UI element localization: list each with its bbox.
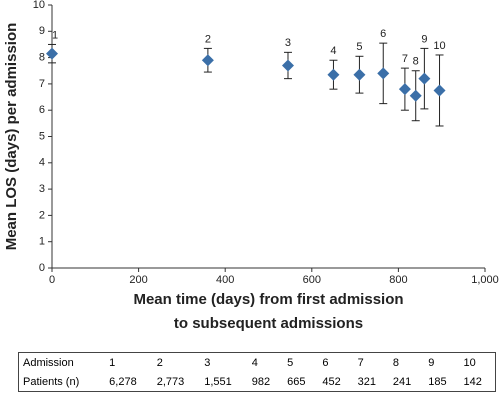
point (377, 67, 390, 80)
y-tick-label: 9 (39, 25, 45, 37)
table-cell: 142 (463, 375, 482, 388)
point (433, 84, 446, 97)
point-label: 9 (421, 33, 427, 45)
point-label: 10 (433, 40, 445, 52)
point (327, 68, 340, 81)
point-label: 5 (356, 41, 362, 53)
x-tick-label: 200 (129, 274, 147, 286)
table-cell: 241 (392, 375, 412, 388)
table-cell: 452 (322, 375, 341, 388)
table-row: Admission 1 2 3 4 5 6 7 8 9 10 (19, 353, 496, 373)
table-cell: 2 (156, 356, 163, 369)
y-tick-label: 5 (39, 130, 45, 142)
table-cell: Patients (n) (23, 375, 80, 388)
point (46, 47, 58, 60)
point (398, 83, 411, 96)
table-cell: 321 (357, 375, 376, 388)
table-row: Patients (n) 6,278 2,773 1,551 982 665 452 321 2… (19, 372, 496, 392)
point (418, 72, 431, 85)
table-cell: 982 (251, 375, 271, 388)
y-tick-label: 6 (39, 104, 45, 116)
x-tick-label: 0 (49, 274, 55, 286)
x-tick-label: 800 (389, 274, 407, 286)
point-label: 3 (285, 37, 291, 49)
y-tick-label: 0 (39, 262, 45, 274)
point (201, 54, 214, 67)
x-tick-label: 600 (303, 274, 321, 286)
table-cell: 665 (287, 375, 306, 388)
table-cell: 1 (109, 356, 116, 369)
y-tick-label: 10 (33, 0, 45, 11)
table-cell: 185 (428, 375, 447, 388)
y-tick-label: 2 (39, 209, 45, 221)
table-cell: 4 (251, 356, 258, 369)
point-label: 7 (402, 53, 408, 65)
table-cell: 10 (463, 356, 476, 369)
table-cell: 2,773 (156, 375, 185, 388)
x-tick-label: 1,000 (471, 274, 499, 286)
y-tick-label: 4 (39, 157, 45, 169)
y-tick-label: 7 (39, 78, 45, 90)
point (281, 59, 294, 72)
table-cell: Admission (23, 356, 74, 369)
y-tick-label: 8 (39, 52, 45, 64)
table-cell: 8 (392, 356, 400, 369)
table-cell: 6 (322, 356, 329, 369)
table-cell: 5 (287, 356, 294, 369)
point-label: 6 (380, 28, 386, 40)
x-axis-title: Mean time (days) from first admission to … (133, 291, 403, 332)
point-label: 4 (330, 45, 336, 57)
table-cell: 6,278 (109, 375, 137, 388)
x-tick-label: 400 (216, 274, 234, 286)
point-label: 1 (52, 29, 58, 41)
y-tick-label: 3 (39, 183, 45, 195)
table-cell: 9 (428, 356, 435, 369)
table-cell: 1,551 (204, 375, 232, 388)
point (409, 89, 422, 102)
table-cell: 7 (357, 356, 364, 369)
table-cell: 3 (204, 356, 211, 369)
point (353, 68, 366, 81)
y-axis-title: Mean LOS (days) per admission (3, 23, 20, 251)
y-tick-label: 1 (39, 236, 45, 248)
data-table: Admission 1 2 3 4 5 6 7 8 9 10 Patients (n) 6,278 2,7… (18, 352, 496, 392)
point-label: 2 (205, 33, 211, 45)
point-label: 8 (413, 56, 419, 68)
